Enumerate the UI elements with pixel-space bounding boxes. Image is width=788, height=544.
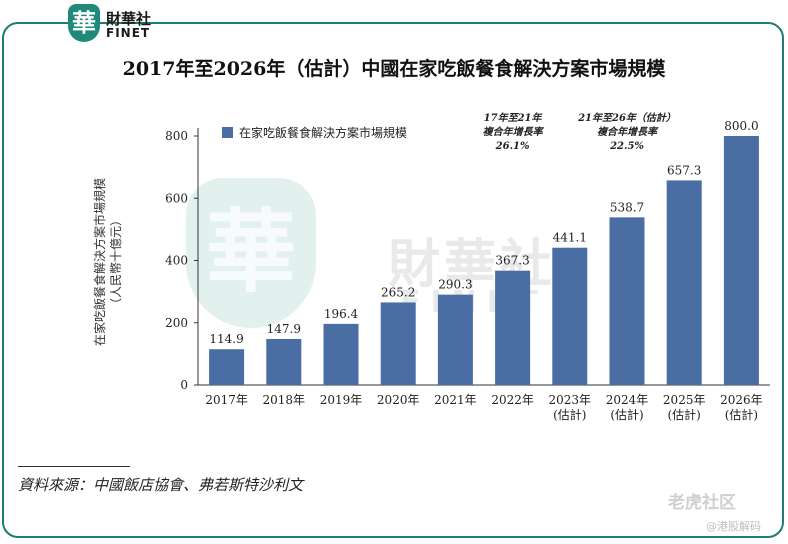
x-tick-label: 2024年 <box>606 393 649 407</box>
finet-logo-icon: 華 <box>68 4 100 42</box>
x-tick-label: 2025年 <box>663 393 706 407</box>
bar <box>380 302 416 385</box>
bar <box>437 294 473 385</box>
x-tick-label: 2022年 <box>491 393 534 407</box>
bar-value-label: 367.3 <box>495 254 529 268</box>
chart-title: 2017年至2026年（估計）中國在家吃飯餐食解決方案市場規模 <box>122 58 666 80</box>
bar-value-label: 800.0 <box>724 119 758 133</box>
chart-card <box>2 22 784 538</box>
bar <box>552 247 588 385</box>
watermark-logo-icon: 華 <box>186 178 316 328</box>
bar <box>266 338 302 385</box>
x-tick-label: (估計) <box>553 407 586 422</box>
legend-swatch <box>222 127 233 138</box>
bar-value-label: 441.1 <box>553 231 587 245</box>
bar-value-label: 196.4 <box>324 307 359 321</box>
x-tick-label: 2017年 <box>205 393 248 407</box>
bar <box>723 136 759 385</box>
bar-value-label: 538.7 <box>610 200 644 214</box>
cagr-annotation: 26.1% <box>495 141 530 152</box>
bar <box>323 323 359 385</box>
bar <box>209 349 245 385</box>
x-tick-label: (估計) <box>725 407 758 422</box>
x-tick-label: 2021年 <box>434 393 477 407</box>
x-tick-label: 2026年 <box>720 393 763 407</box>
bar-value-label: 114.9 <box>209 332 243 346</box>
x-tick-label: 2020年 <box>377 393 420 407</box>
bar-value-label: 265.2 <box>381 285 415 299</box>
bar <box>609 217 645 385</box>
source-note: 資料來源：中國飯店協會、弗若斯特沙利文 <box>18 476 304 494</box>
source-divider <box>18 466 130 467</box>
footer-platform: 老虎社区 <box>668 493 736 513</box>
x-tick-label: (估計) <box>668 407 701 422</box>
y-tick-label: 400 <box>165 254 188 268</box>
x-tick-label: 2023年 <box>549 393 592 407</box>
brand-name-en: FINET <box>106 26 151 40</box>
bar-value-label: 290.3 <box>438 278 472 292</box>
bar <box>495 270 531 385</box>
cagr-annotation: 複合年增長率 <box>597 126 659 138</box>
y-tick-label: 600 <box>165 191 188 205</box>
brand-name-cn: 財華社 <box>106 10 152 28</box>
y-tick-label: 800 <box>165 129 188 143</box>
cagr-annotation: 22.5% <box>609 141 644 152</box>
cagr-annotation: 17年至21年 <box>484 112 544 124</box>
legend-label: 在家吃飯餐食解決方案市場規模 <box>239 125 407 140</box>
cagr-annotation: 21年至26年（估計） <box>577 112 676 124</box>
x-tick-label: 2018年 <box>263 393 306 407</box>
x-tick-label: 2019年 <box>320 393 363 407</box>
y-tick-label: 0 <box>180 378 188 392</box>
y-tick-label: 200 <box>165 316 188 330</box>
bar-value-label: 147.9 <box>267 322 301 336</box>
bar-value-label: 657.3 <box>667 163 701 177</box>
x-tick-label: (估計) <box>610 407 643 422</box>
cagr-annotation: 複合年增長率 <box>483 126 545 138</box>
footer-handle: @港股解码 <box>706 520 761 533</box>
bar <box>666 180 702 385</box>
